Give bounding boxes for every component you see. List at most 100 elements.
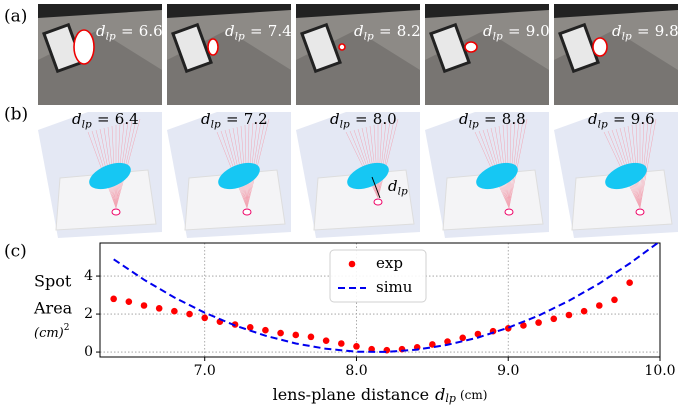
point: [535, 319, 542, 326]
subscript: lp: [235, 31, 245, 43]
point: [307, 333, 315, 341]
operator: =: [226, 110, 239, 128]
operator: =: [508, 22, 521, 40]
label: dlp: [388, 177, 408, 198]
value: 9.0: [526, 22, 550, 40]
label: dlp = 8.2: [354, 22, 421, 43]
dark-edge: [38, 4, 162, 18]
variable: d: [435, 385, 445, 404]
ray: [357, 128, 379, 199]
plot-area: [110, 243, 660, 354]
panel-label: (c): [4, 242, 27, 262]
operator: =: [250, 22, 263, 40]
point: [140, 302, 148, 309]
operator: =: [379, 22, 392, 40]
variable: d: [96, 22, 106, 40]
y-axis-label: Area: [33, 299, 73, 318]
operator: =: [613, 110, 626, 128]
point: [322, 337, 330, 344]
dimension: [371, 176, 381, 199]
variable: d: [225, 22, 235, 40]
tip: [373, 198, 383, 206]
variable: d: [72, 110, 82, 128]
exponent: 2: [64, 323, 70, 333]
y-axis-label: Spot: [34, 272, 72, 291]
subscript: lp: [82, 119, 92, 131]
value: 6.4: [115, 110, 139, 128]
ray: [639, 118, 657, 209]
point: [580, 307, 588, 315]
variable: d: [201, 110, 211, 128]
label: dlp = 7.2: [201, 110, 268, 131]
ray: [377, 118, 399, 199]
ray: [373, 124, 379, 199]
operator: =: [121, 22, 134, 40]
marker: [171, 22, 213, 74]
spot: [207, 38, 219, 56]
spot: [218, 162, 260, 190]
variable: d: [330, 110, 340, 128]
subscript: lp: [340, 119, 350, 131]
dark-edge: [167, 4, 291, 18]
tip: [504, 208, 514, 216]
operator: =: [97, 110, 110, 128]
ray: [377, 122, 383, 199]
label: dlp = 9.6: [588, 110, 655, 131]
ray: [508, 119, 524, 209]
spot: [89, 162, 131, 190]
point: [474, 330, 482, 338]
value: 9.6: [631, 110, 655, 128]
ray: [369, 125, 379, 199]
panel-label: (a): [4, 7, 27, 27]
point: [125, 298, 133, 306]
unit: (cm): [34, 326, 64, 341]
x-tick-label: 7.0: [194, 363, 216, 379]
value: 8.8: [502, 110, 526, 128]
point: [171, 307, 178, 315]
point: [186, 310, 193, 318]
point: [626, 279, 633, 287]
ray: [246, 119, 266, 209]
ray: [349, 130, 379, 199]
y-tick-label: 2: [84, 306, 93, 322]
y-tick-label: 0: [84, 344, 93, 360]
value: 8.0: [373, 110, 397, 128]
point: [520, 322, 527, 329]
panel-label: (b): [4, 105, 28, 125]
operator: =: [484, 110, 497, 128]
point: [611, 296, 618, 304]
point: [595, 302, 603, 309]
label: dlp = 8.8: [459, 110, 526, 131]
point: [353, 343, 360, 350]
legend-label: exp: [376, 254, 403, 272]
text: lens-plane distance: [273, 385, 430, 404]
spot: [338, 43, 346, 51]
point: [155, 305, 163, 312]
tip: [242, 208, 252, 216]
point: [550, 315, 558, 323]
label: dlp = 6.6: [96, 22, 163, 43]
ray: [639, 119, 653, 209]
operator: =: [355, 110, 368, 128]
ray: [377, 121, 387, 199]
value: 8.2: [397, 22, 421, 40]
x-tick-label: 8.0: [345, 363, 367, 379]
label: dlp = 8.0: [330, 110, 397, 131]
dark-edge: [554, 4, 678, 18]
variable: d: [388, 177, 398, 195]
variable: d: [354, 22, 364, 40]
ray: [353, 129, 379, 199]
x-tick-label: 10.0: [644, 363, 675, 379]
unit: (cm): [460, 388, 487, 402]
spot: [464, 41, 478, 53]
point: [338, 340, 345, 347]
legend-label: simu: [376, 278, 413, 296]
spot: [476, 162, 518, 190]
dark-edge: [296, 4, 420, 18]
subscript: lp: [398, 186, 408, 198]
subscript: lp: [445, 392, 456, 405]
point: [444, 338, 451, 345]
marker: [558, 22, 600, 74]
ray: [508, 118, 528, 209]
